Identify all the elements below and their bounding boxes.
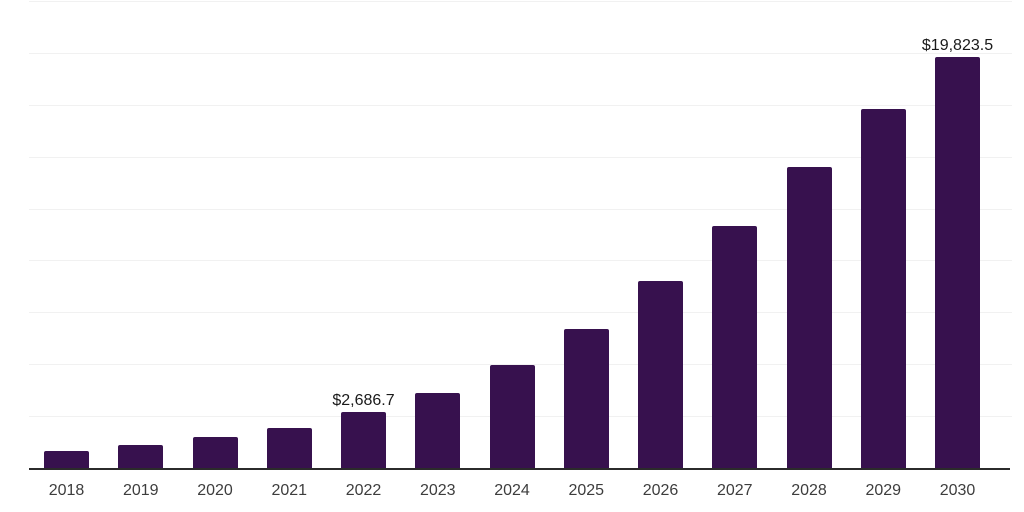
x-tick-2029: 2029 <box>865 482 902 499</box>
bar-2024[interactable] <box>489 365 535 468</box>
x-tick-2030: 2030 <box>939 482 976 499</box>
x-tick-2027: 2027 <box>716 482 753 499</box>
x-tick-2024: 2024 <box>494 482 530 499</box>
x-tick-2026: 2026 <box>642 482 679 499</box>
bar-2028[interactable] <box>786 166 832 468</box>
value-label-2030: $19,823.5 <box>921 36 994 54</box>
y-gridline <box>29 1 1012 2</box>
x-tick-2023: 2023 <box>419 482 456 499</box>
x-tick-2028: 2028 <box>791 482 827 499</box>
x-tick-2021: 2021 <box>271 482 308 499</box>
y-gridline <box>29 209 1012 210</box>
bar-2027[interactable] <box>712 226 758 468</box>
y-gridline <box>29 364 1012 365</box>
x-tick-2020: 2020 <box>197 482 233 499</box>
bar-2019[interactable] <box>118 445 164 468</box>
bar-2021[interactable] <box>266 428 312 468</box>
x-tick-2018: 2018 <box>48 482 85 499</box>
bar-2030[interactable] <box>935 56 980 468</box>
x-tick-2019: 2019 <box>122 482 159 499</box>
x-tick-2025: 2025 <box>568 482 605 499</box>
value-label-2022: $2,686.7 <box>332 392 395 410</box>
y-gridline <box>29 312 1012 313</box>
bar-2023[interactable] <box>415 393 461 468</box>
bar-2025[interactable] <box>563 329 609 468</box>
y-gridline <box>29 260 1012 261</box>
x-axis-line <box>29 468 1010 470</box>
y-gridline <box>29 105 1012 106</box>
bar-2029[interactable] <box>860 108 906 468</box>
bar-2026[interactable] <box>638 281 683 468</box>
y-gridline <box>29 157 1012 158</box>
bar-2018[interactable] <box>44 450 89 468</box>
bar-2022[interactable] <box>341 412 386 468</box>
y-gridline <box>29 53 1012 54</box>
x-tick-2022: 2022 <box>345 482 382 499</box>
bar-2020[interactable] <box>192 437 238 468</box>
